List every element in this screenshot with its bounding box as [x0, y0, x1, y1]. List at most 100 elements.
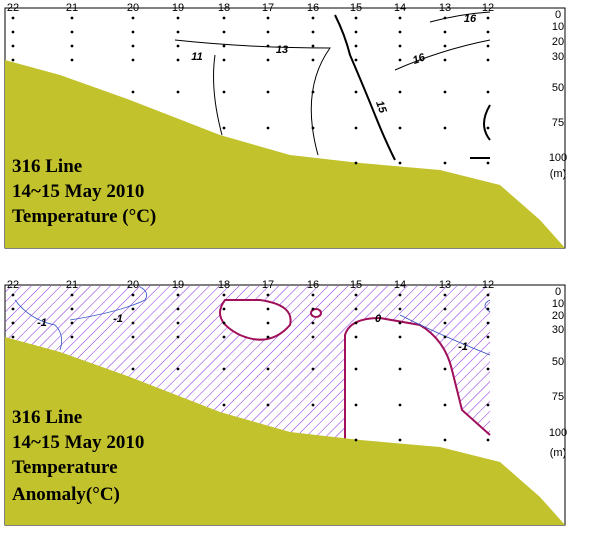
station-dot	[11, 44, 15, 48]
station-dot	[176, 335, 180, 339]
contour-label: 16	[411, 51, 427, 67]
station-label: 13	[439, 279, 451, 291]
station-dot	[131, 367, 135, 371]
station-dot	[398, 403, 402, 407]
station-dot	[176, 307, 180, 311]
station-dot	[354, 126, 358, 130]
station-dot	[443, 90, 447, 94]
station-dot	[70, 293, 74, 297]
station-dot	[354, 58, 358, 62]
contour-label: 16	[464, 13, 477, 25]
station-dot	[311, 335, 315, 339]
station-dot	[311, 367, 315, 371]
station-dot	[266, 44, 270, 48]
station-dot	[354, 321, 358, 325]
station-dot	[266, 30, 270, 34]
station-dot	[222, 293, 226, 297]
station-dot	[354, 293, 358, 297]
zero-contour	[219, 299, 292, 341]
station-dot	[176, 321, 180, 325]
station-dot	[486, 293, 490, 297]
depth-label: 0	[555, 286, 561, 298]
station-dot	[398, 438, 402, 442]
station-dot	[398, 30, 402, 34]
station-dot	[222, 90, 226, 94]
contour-label: 15	[373, 99, 389, 115]
station-dot	[398, 126, 402, 130]
station-dot	[222, 335, 226, 339]
station-dot	[486, 30, 490, 34]
contours	[174, 11, 491, 161]
depth-label: 20	[552, 36, 564, 48]
station-dot	[354, 403, 358, 407]
depth-unit: (m)	[550, 447, 567, 459]
station-dot	[222, 16, 226, 20]
depth-label: 20	[552, 310, 564, 322]
station-dot	[176, 16, 180, 20]
depth-label: 0	[555, 9, 561, 21]
seafloor	[5, 337, 565, 525]
station-label: 16	[307, 2, 319, 14]
station-dot	[222, 321, 226, 325]
station-dot	[70, 44, 74, 48]
contour-label: 13	[276, 44, 288, 56]
station-dot	[222, 58, 226, 62]
station-dot	[398, 16, 402, 20]
station-dot	[486, 161, 490, 165]
station-dot	[266, 335, 270, 339]
station-dot	[486, 90, 490, 94]
station-dot	[11, 321, 15, 325]
station-dot	[11, 16, 15, 20]
station-dot	[11, 307, 15, 311]
station-dot	[486, 44, 490, 48]
station-dot	[354, 161, 358, 165]
station-dot	[354, 307, 358, 311]
station-label: 12	[482, 2, 494, 14]
station-dot	[131, 293, 135, 297]
station-dot	[311, 58, 315, 62]
station-dot	[486, 367, 490, 371]
station-dot	[70, 30, 74, 34]
station-dot	[266, 58, 270, 62]
depth-label: 75	[552, 117, 564, 129]
station-label: 22	[7, 279, 19, 291]
station-label: 17	[262, 2, 274, 14]
panel-bottom	[4, 284, 566, 526]
station-dot	[486, 321, 490, 325]
station-dot	[486, 438, 490, 442]
station-dot	[131, 321, 135, 325]
station-dot	[176, 293, 180, 297]
caption: Anomaly(°C)	[12, 484, 120, 505]
depth-label: 50	[552, 356, 564, 368]
station-dot	[222, 307, 226, 311]
station-dot	[354, 335, 358, 339]
station-dot	[266, 321, 270, 325]
station-dot	[176, 367, 180, 371]
station-dot	[131, 90, 135, 94]
station-dot	[131, 30, 135, 34]
station-dot	[354, 16, 358, 20]
station-dot	[131, 335, 135, 339]
station-label: 13	[439, 2, 451, 14]
station-dot	[311, 44, 315, 48]
station-dot	[266, 293, 270, 297]
panel-top	[4, 7, 566, 249]
station-dot	[131, 307, 135, 311]
station-dot	[398, 44, 402, 48]
station-dot	[354, 30, 358, 34]
station-dot	[266, 403, 270, 407]
station-dot	[311, 293, 315, 297]
station-dot	[398, 321, 402, 325]
station-dot	[486, 403, 490, 407]
station-dot	[11, 58, 15, 62]
station-dot	[398, 367, 402, 371]
station-label: 15	[350, 2, 362, 14]
station-dot	[398, 90, 402, 94]
station-dot	[70, 321, 74, 325]
depth-label: 50	[552, 82, 564, 94]
station-dot	[311, 30, 315, 34]
station-dot	[222, 126, 226, 130]
station-dot	[311, 321, 315, 325]
caption: 316 Line	[12, 407, 82, 428]
